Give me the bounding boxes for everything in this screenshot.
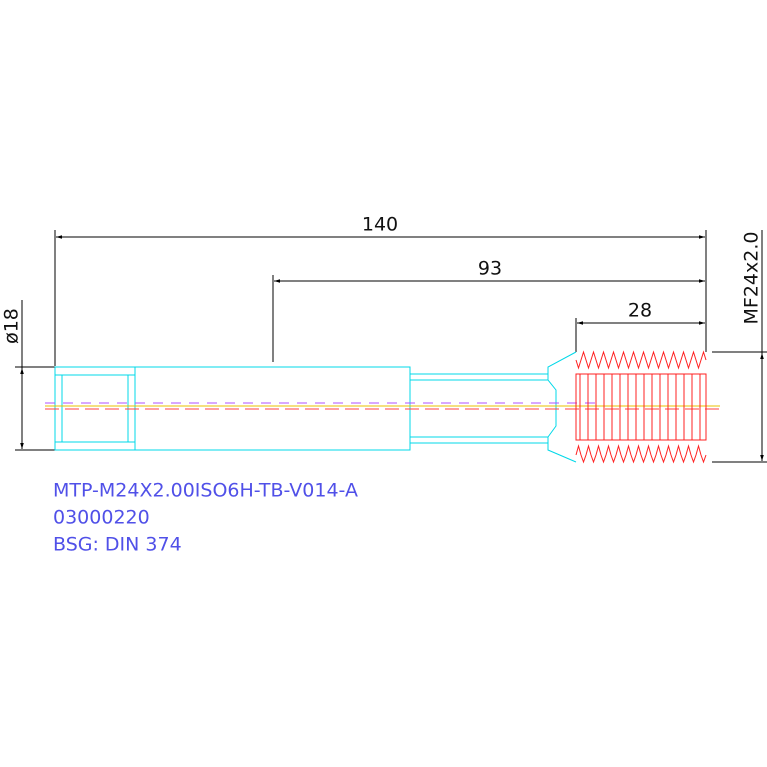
thread-line <box>575 373 707 441</box>
dimension-label: ø18 <box>1 308 23 344</box>
thread <box>575 350 707 464</box>
dimension-label: 140 <box>362 214 398 236</box>
label-line: 03000220 <box>53 507 150 529</box>
thread-line <box>575 350 707 370</box>
dimension-label: 93 <box>478 258 502 280</box>
tap-outline <box>45 350 720 464</box>
label-line: BSG: DIN 374 <box>53 534 182 556</box>
label-line: MTP-M24X2.00ISO6H-TB-V014-A <box>53 480 358 502</box>
dimension-label: MF24x2.0 <box>741 232 763 325</box>
dimension-lines <box>15 230 767 463</box>
dimension-label: 28 <box>628 300 652 322</box>
thread-line <box>575 444 707 464</box>
